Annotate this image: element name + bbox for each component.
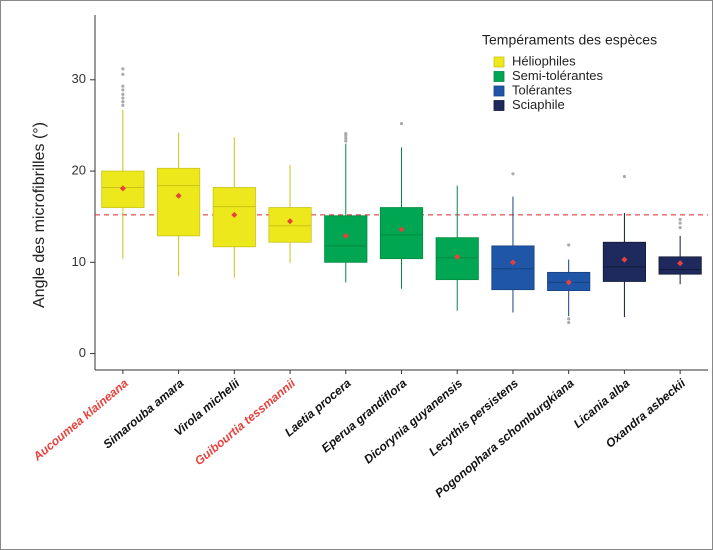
mean-point xyxy=(565,279,572,286)
box xyxy=(379,207,424,260)
outlier xyxy=(678,217,682,222)
mean-point xyxy=(175,192,182,199)
mean-point xyxy=(287,218,294,225)
outlier xyxy=(511,172,515,176)
legend-key xyxy=(493,56,505,68)
legend-key xyxy=(493,85,505,97)
mean-point xyxy=(119,185,126,192)
mean-point xyxy=(621,256,628,263)
outlier xyxy=(344,139,348,143)
mean-point xyxy=(509,259,516,266)
box xyxy=(324,215,368,263)
y-tick-label: 10 xyxy=(72,254,86,269)
box xyxy=(157,167,201,237)
legend-label: Tolérantes xyxy=(512,82,572,97)
y-tick-label: 30 xyxy=(72,71,86,86)
box xyxy=(602,241,646,282)
outlier xyxy=(567,320,571,325)
legend-label: Sciaphile xyxy=(512,97,565,112)
outlier xyxy=(121,72,125,76)
mean-point xyxy=(342,232,349,239)
legend-label: Semi-tolérantes xyxy=(512,68,604,83)
outlier xyxy=(344,136,348,140)
outlier xyxy=(121,84,125,88)
legend-label: Héliophiles xyxy=(512,53,576,68)
y-tick-label: 20 xyxy=(72,162,86,177)
outlier xyxy=(622,174,627,179)
y-tick-label: 0 xyxy=(79,345,86,360)
box xyxy=(268,207,312,243)
outlier xyxy=(678,226,682,230)
mean-point xyxy=(677,260,684,267)
outlier xyxy=(121,100,125,104)
outlier xyxy=(399,121,404,126)
outlier xyxy=(567,243,571,247)
outlier xyxy=(121,67,125,71)
outlier xyxy=(121,103,125,107)
outlier xyxy=(567,317,571,321)
legend-key xyxy=(493,71,505,82)
box xyxy=(491,245,535,291)
legend-title: Tempéraments des espèces xyxy=(482,32,657,48)
mean-point xyxy=(454,253,461,260)
y-axis-label: Angle des microfibrilles (°) xyxy=(31,122,48,308)
mean-point xyxy=(398,226,405,233)
outlier xyxy=(121,96,125,100)
outlier xyxy=(121,88,125,92)
outlier xyxy=(678,221,682,225)
outlier xyxy=(344,132,348,136)
mean-point xyxy=(231,211,238,218)
outlier xyxy=(121,92,125,96)
legend-key xyxy=(493,100,505,111)
